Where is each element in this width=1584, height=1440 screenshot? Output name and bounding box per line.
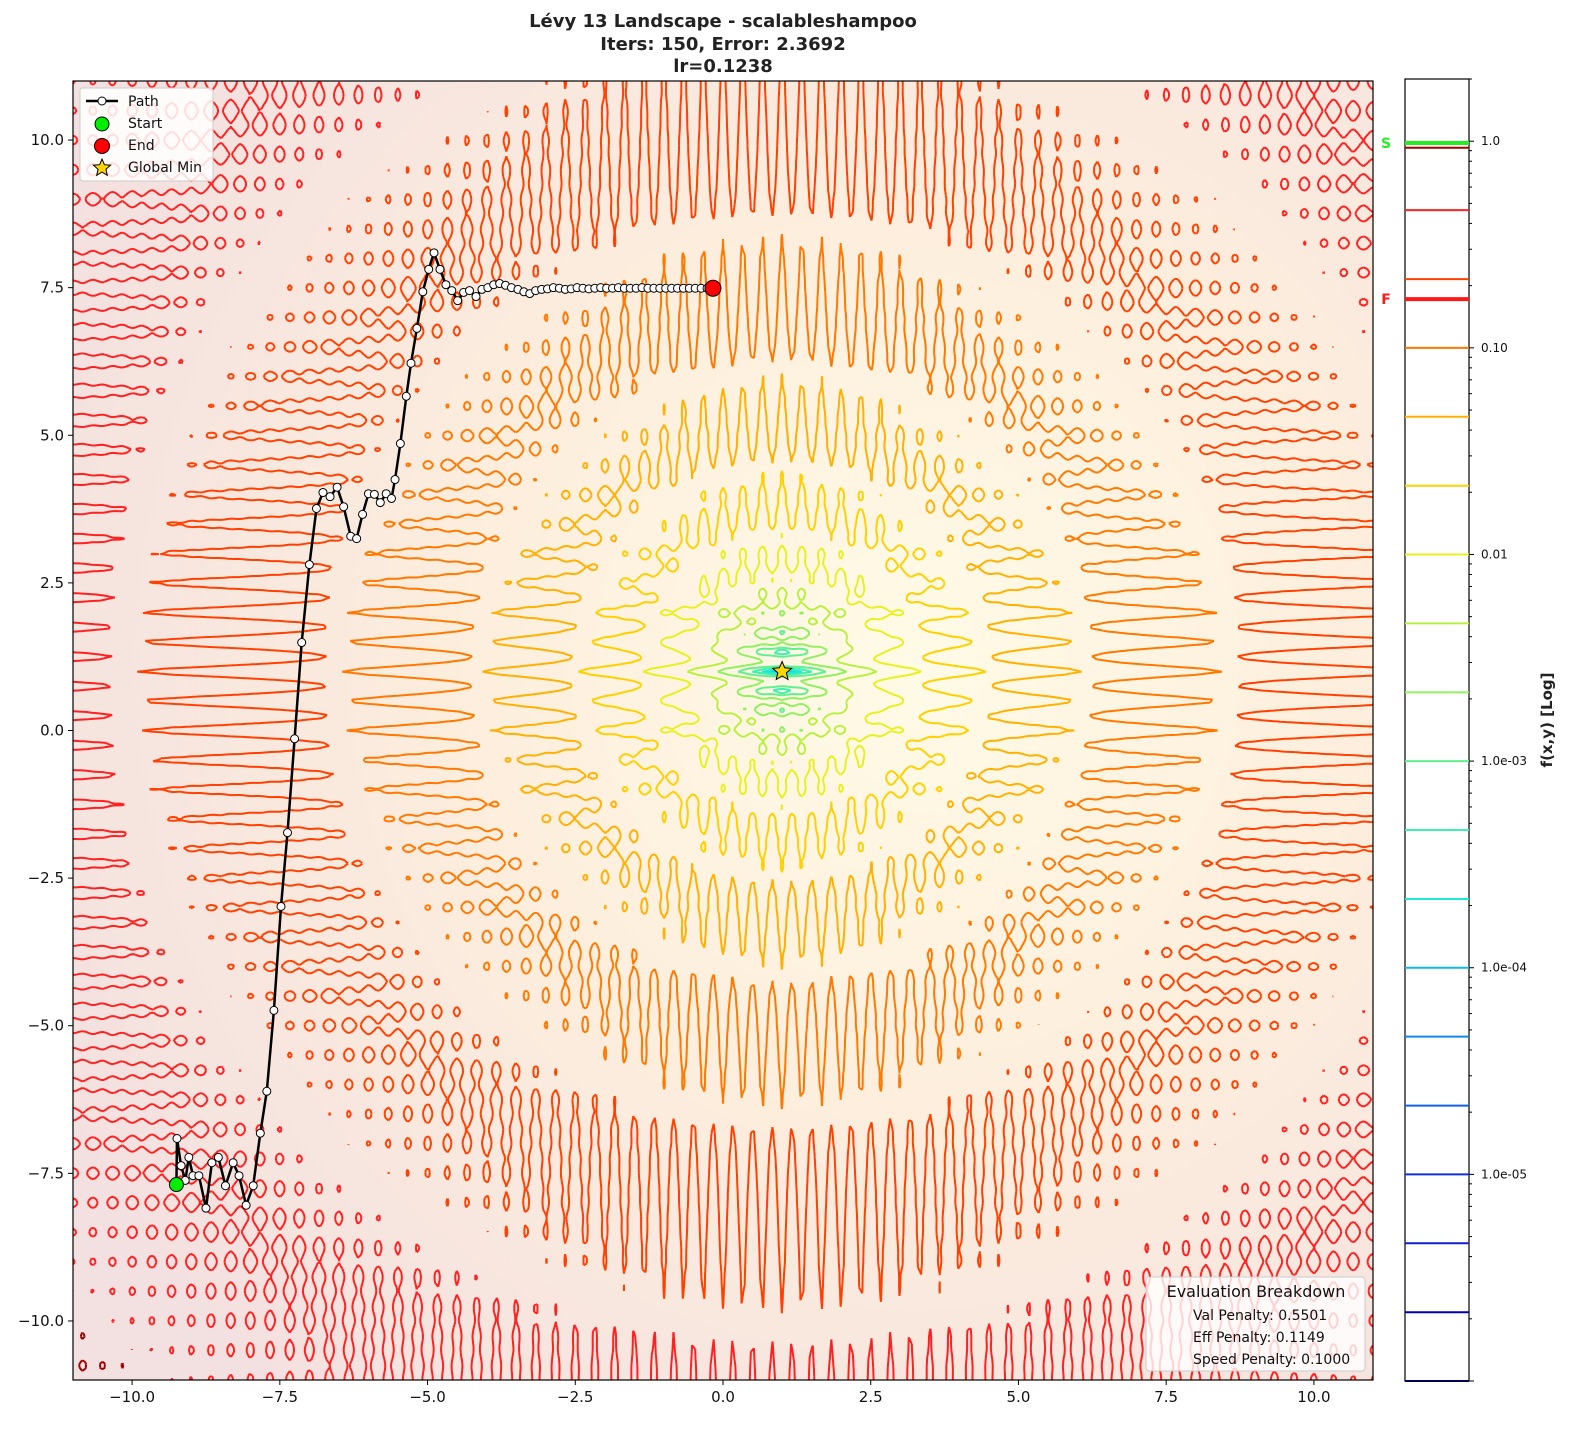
- path-point: [249, 1182, 257, 1190]
- legend-start-marker: [95, 117, 109, 131]
- path-point: [333, 483, 341, 491]
- legend: Path Start End Global Min: [80, 88, 213, 181]
- colorbar-marker-label: F: [1381, 292, 1391, 308]
- path-point: [263, 1087, 271, 1095]
- legend-label-start: Start: [128, 116, 163, 132]
- x-tick-label: 7.5: [1154, 1388, 1178, 1406]
- path-point: [359, 510, 367, 518]
- y-tick-label: 2.5: [40, 574, 64, 592]
- plot-background: [73, 81, 1373, 1380]
- evaluation-val-penalty: Val Penalty: 0.5501: [1193, 1308, 1327, 1324]
- path-point: [430, 249, 438, 257]
- path-point: [277, 902, 285, 910]
- title-line-1: Lévy 13 Landscape - scalableshampoo: [529, 11, 917, 32]
- path-point: [256, 1129, 264, 1137]
- legend-label-global-min: Global Min: [128, 160, 202, 176]
- path-point: [396, 440, 404, 448]
- x-tick-label: 0.0: [711, 1388, 735, 1406]
- y-tick-label: 7.5: [40, 279, 64, 297]
- path-point: [353, 535, 361, 543]
- path-point: [419, 288, 427, 296]
- legend-label-path: Path: [128, 94, 159, 110]
- colorbar-tick-label: 0.01: [1481, 547, 1508, 561]
- path-point: [270, 1006, 278, 1014]
- evaluation-box: Evaluation Breakdown Val Penalty: 0.5501…: [1146, 1277, 1365, 1371]
- path-point: [340, 503, 348, 511]
- path-point: [202, 1204, 210, 1212]
- path-point: [221, 1182, 229, 1190]
- x-tick-label: −5.0: [409, 1388, 445, 1406]
- path-point: [185, 1153, 193, 1161]
- path-point: [291, 735, 299, 743]
- evaluation-eff-penalty: Eff Penalty: 0.1149: [1193, 1330, 1325, 1346]
- colorbar: 1.0 0.10 0.01 1.0e-03 1.0e-04 1.0e-05 S F: [1381, 79, 1527, 1381]
- end-marker: [705, 280, 721, 296]
- path-point: [413, 324, 421, 332]
- path-point: [326, 493, 334, 501]
- colorbar-tick-label: 0.10: [1481, 341, 1508, 355]
- path-point: [312, 504, 320, 512]
- colorbar-tick-label: 1.0e-04: [1481, 961, 1527, 975]
- colorbar-label: f(x,y) [Log]: [1538, 673, 1556, 768]
- legend-label-end: End: [128, 138, 155, 154]
- path-point: [407, 359, 415, 367]
- path-point: [298, 639, 306, 647]
- colorbar-tick-label: 1.0e-03: [1481, 754, 1527, 768]
- path-point: [425, 265, 433, 273]
- path-point: [177, 1162, 185, 1170]
- x-tick-label: 2.5: [859, 1388, 883, 1406]
- path-point: [214, 1153, 222, 1161]
- legend-end-marker: [95, 139, 110, 154]
- path-point: [466, 287, 474, 295]
- path-point: [195, 1172, 203, 1180]
- path-point: [229, 1159, 237, 1167]
- x-tick-label: −2.5: [557, 1388, 593, 1406]
- evaluation-title: Evaluation Breakdown: [1167, 1282, 1346, 1301]
- title-line-2: Iters: 150, Error: 2.3692: [600, 34, 845, 55]
- colorbar-marker-label: S: [1381, 136, 1391, 152]
- y-tick-label: 0.0: [40, 722, 64, 740]
- path-point: [305, 561, 313, 569]
- colorbar-tick-label: 1.0: [1481, 134, 1500, 148]
- y-tick-label: −2.5: [28, 869, 64, 887]
- title-line-3: lr=0.1238: [673, 56, 773, 77]
- x-tick-label: 10.0: [1297, 1388, 1330, 1406]
- y-tick-label: 5.0: [40, 426, 64, 444]
- path-point: [454, 297, 462, 305]
- colorbar-tick-label: 1.0e-05: [1481, 1167, 1527, 1181]
- y-tick-label: −5.0: [28, 1017, 64, 1035]
- y-tick-label: −10.0: [18, 1312, 64, 1330]
- path-point: [436, 265, 444, 273]
- path-point: [448, 287, 456, 295]
- path-point: [472, 293, 480, 301]
- path-point: [370, 490, 378, 498]
- path-point: [173, 1135, 181, 1143]
- path-point: [391, 476, 399, 484]
- path-point: [284, 829, 292, 837]
- x-tick-label: −10.0: [109, 1388, 155, 1406]
- x-tick-label: −7.5: [262, 1388, 298, 1406]
- path-point: [402, 392, 410, 400]
- path-point: [242, 1201, 250, 1209]
- y-tick-label: 10.0: [31, 131, 64, 149]
- x-tick-label: 5.0: [1007, 1388, 1031, 1406]
- path-point: [388, 494, 396, 502]
- y-tick-label: −7.5: [28, 1164, 64, 1182]
- legend-path-marker: [98, 97, 106, 105]
- evaluation-speed-penalty: Speed Penalty: 0.1000: [1193, 1352, 1350, 1368]
- path-point: [235, 1172, 243, 1180]
- start-marker: [169, 1178, 183, 1192]
- path-point: [376, 499, 384, 507]
